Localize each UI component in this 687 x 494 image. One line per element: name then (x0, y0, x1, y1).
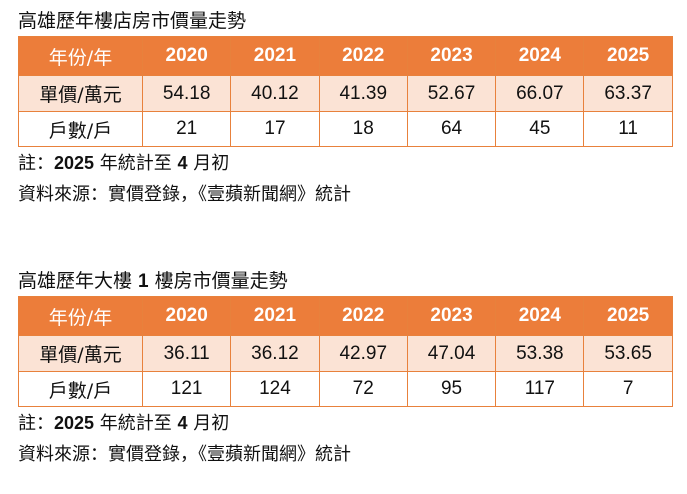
year-cell: 2021 (230, 36, 320, 76)
footnote-mid: 年統計至 (94, 153, 178, 174)
count-cell: 117 (495, 371, 585, 407)
price-cell: 47.04 (406, 335, 497, 372)
count-cell: 72 (318, 371, 408, 407)
footnote-prefix: 註： (18, 153, 54, 174)
price-row-label: 單價/萬元 (18, 335, 143, 372)
footnote-mid: 年統計至 (94, 413, 178, 434)
year-cell: 2022 (318, 296, 408, 336)
year-cell: 2025 (583, 296, 673, 336)
count-cell: 95 (406, 371, 497, 407)
year-cell: 2024 (495, 36, 585, 76)
footnote-month: 4 (177, 413, 188, 433)
footnote-year: 2025 (54, 413, 95, 433)
price-cell: 53.65 (583, 335, 673, 372)
footnote-suffix: 月初 (187, 413, 230, 434)
header-row: 年份/年 2020 2021 2022 2023 2024 2025 (18, 296, 673, 336)
year-cell: 2020 (141, 296, 232, 336)
table-title: 高雄歷年大樓 1 樓房市價量走勢 (18, 266, 672, 296)
count-cell: 17 (230, 111, 320, 147)
price-cell: 40.12 (230, 75, 320, 112)
year-cell: 2023 (406, 36, 497, 76)
count-row-label: 戶數/戶 (18, 371, 143, 407)
title-floor-number: 1 (138, 271, 149, 292)
header-row: 年份/年 2020 2021 2022 2023 2024 2025 (18, 36, 673, 76)
price-cell: 66.07 (495, 75, 585, 112)
price-volume-table: 年份/年 2020 2021 2022 2023 2024 2025 單價/萬元… (18, 36, 673, 147)
price-cell: 41.39 (318, 75, 408, 112)
footnote: 註：2025 年統計至 4 月初 (18, 407, 672, 439)
count-cell: 21 (141, 111, 232, 147)
footnote-prefix: 註： (18, 413, 54, 434)
source-note: 資料來源：實價登錄，《壹蘋新聞網》統計 (18, 444, 351, 465)
price-volume-table: 年份/年 2020 2021 2022 2023 2024 2025 單價/萬元… (18, 296, 673, 407)
count-cell: 64 (406, 111, 497, 147)
source-note: 資料來源：實價登錄，《壹蘋新聞網》統計 (18, 184, 351, 205)
price-cell: 63.37 (583, 75, 673, 112)
count-cell: 18 (318, 111, 408, 147)
table-title: 高雄歷年樓店房市價量走勢 (18, 10, 247, 32)
price-row-label: 單價/萬元 (18, 75, 143, 112)
price-cell: 36.11 (141, 335, 232, 372)
price-cell: 52.67 (406, 75, 497, 112)
count-cell: 11 (583, 111, 673, 147)
year-cell: 2024 (495, 296, 585, 336)
year-cell: 2025 (583, 36, 673, 76)
year-header-label: 年份/年 (18, 296, 143, 336)
year-cell: 2022 (318, 36, 408, 76)
price-cell: 53.38 (495, 335, 585, 372)
title-prefix: 高雄歷年大樓 (18, 270, 139, 292)
count-row: 戶數/戶 121 124 72 95 117 7 (18, 371, 673, 407)
footnote-month: 4 (177, 153, 188, 173)
footnote: 註：2025 年統計至 4 月初 (18, 147, 672, 179)
year-header-label: 年份/年 (18, 36, 143, 76)
count-cell: 121 (141, 371, 232, 407)
footnote-year: 2025 (54, 153, 95, 173)
price-cell: 54.18 (141, 75, 232, 112)
price-row: 單價/萬元 54.18 40.12 41.39 52.67 66.07 63.3… (18, 75, 673, 112)
title-suffix: 樓房市價量走勢 (148, 270, 288, 292)
count-cell: 7 (583, 371, 673, 407)
count-row-label: 戶數/戶 (18, 111, 143, 147)
count-cell: 124 (230, 371, 320, 407)
year-cell: 2023 (406, 296, 497, 336)
price-cell: 42.97 (318, 335, 408, 372)
footnote-suffix: 月初 (187, 153, 230, 174)
table-section-first-floor: 高雄歷年大樓 1 樓房市價量走勢 年份/年 2020 2021 2022 202… (18, 266, 673, 471)
year-cell: 2020 (141, 36, 232, 76)
price-cell: 36.12 (230, 335, 320, 372)
price-row: 單價/萬元 36.11 36.12 42.97 47.04 53.38 53.6… (18, 335, 673, 372)
count-row: 戶數/戶 21 17 18 64 45 11 (18, 111, 673, 147)
year-cell: 2021 (230, 296, 320, 336)
count-cell: 45 (495, 111, 585, 147)
table-section-shop: 高雄歷年樓店房市價量走勢 年份/年 2020 2021 2022 2023 20… (18, 6, 673, 211)
